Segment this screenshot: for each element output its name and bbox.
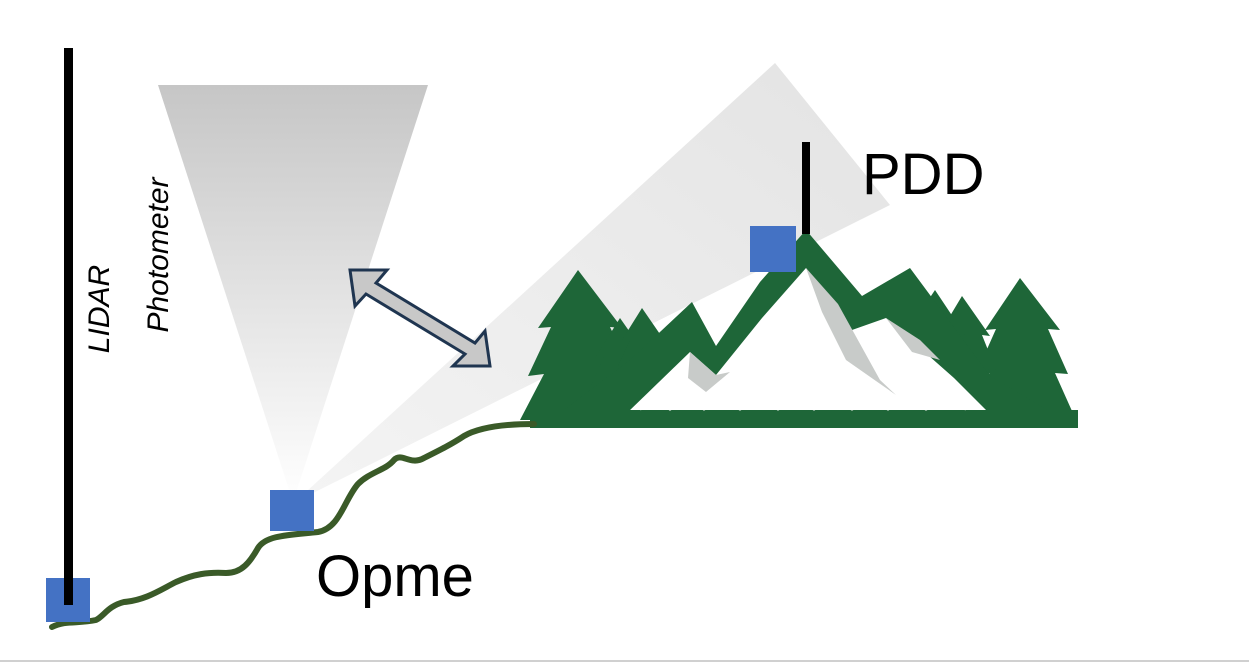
pdd-site-marker — [750, 226, 796, 272]
photometer-beam — [158, 85, 428, 502]
mountain-forest-icon — [520, 230, 1078, 428]
opme-site-marker — [270, 490, 314, 531]
double-arrow-icon — [348, 268, 492, 368]
opme-pdd-beam — [295, 63, 890, 502]
pdd-label: PDD — [862, 142, 985, 207]
photometer-label: Photometer — [142, 177, 175, 333]
bottom-divider — [0, 660, 1249, 662]
opme-label: Opme — [316, 544, 474, 609]
lidar-line-foot — [64, 560, 73, 605]
pdd-mast — [802, 142, 810, 234]
lidar-line — [64, 48, 73, 605]
lidar-label: LIDAR — [83, 264, 116, 354]
terrain-profile — [49, 421, 537, 630]
